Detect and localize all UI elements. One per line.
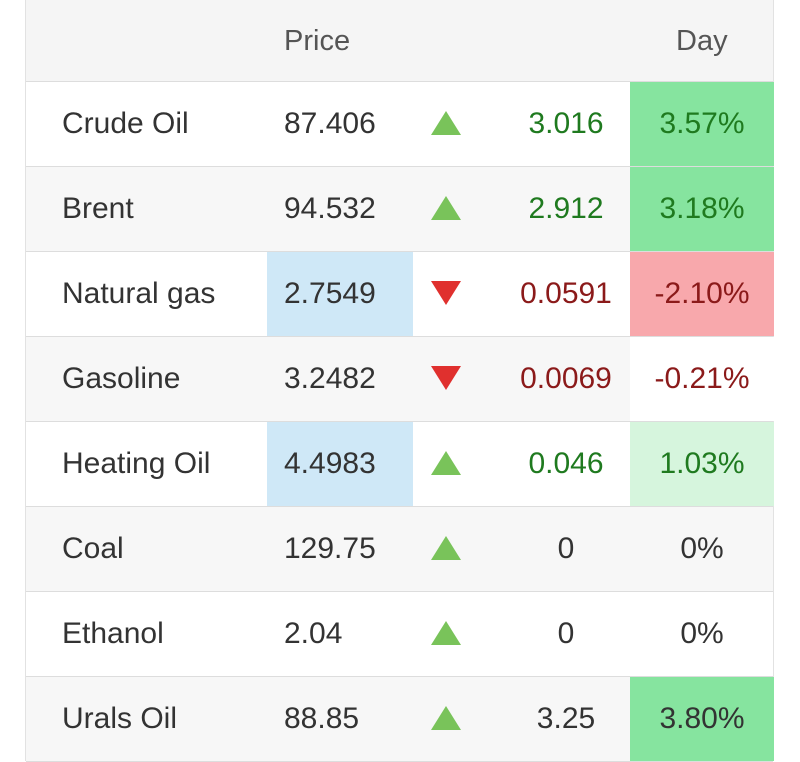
percent-change-background — [630, 82, 774, 166]
price-change: 0 — [557, 532, 575, 565]
price-change: 0.0069 — [520, 362, 612, 395]
commodity-price: 3.2482 — [284, 362, 376, 395]
price-change: 0 — [557, 617, 575, 650]
percent-change-background — [630, 337, 774, 421]
price-change: 3.016 — [528, 107, 604, 140]
commodity-price: 87.406 — [284, 107, 376, 140]
table-row[interactable]: Urals Oil 88.85 3.25 3.80% — [26, 677, 774, 762]
percent-change: 3.57% — [659, 107, 745, 140]
price-highlight — [267, 422, 413, 506]
table-row[interactable]: Heating Oil 4.4983 0.046 1.03% — [26, 422, 774, 507]
price-change: 0.046 — [528, 447, 604, 480]
commodity-name[interactable]: Brent — [62, 192, 134, 225]
price-change: 3.25 — [536, 702, 596, 735]
price-column-header[interactable]: Price — [284, 25, 351, 57]
commodity-price: 2.04 — [284, 617, 343, 650]
triangle-up-icon — [430, 619, 462, 647]
table-row[interactable]: Ethanol 2.04 0 0% — [26, 592, 773, 677]
percent-change-background — [630, 167, 774, 251]
percent-change: 3.18% — [659, 192, 745, 225]
table-row[interactable]: Gasoline 3.2482 0.0069 -0.21% — [26, 337, 774, 422]
commodity-name[interactable]: Natural gas — [62, 277, 216, 310]
percent-change: -0.21% — [654, 362, 750, 395]
percent-change: 3.80% — [659, 702, 745, 735]
price-change: 0.0591 — [520, 277, 612, 310]
triangle-up-icon — [430, 534, 462, 562]
percent-change: -2.10% — [654, 277, 750, 310]
table-row[interactable]: Crude Oil 87.406 3.016 3.57% — [26, 82, 774, 167]
commodity-name[interactable]: Heating Oil — [62, 447, 211, 480]
table-row[interactable]: Natural gas 2.7549 0.0591 -2.10% — [26, 252, 774, 337]
triangle-up-icon — [430, 704, 462, 732]
percent-change-background — [630, 252, 774, 336]
commodity-name[interactable]: Urals Oil — [62, 702, 178, 735]
commodity-price: 129.75 — [284, 532, 376, 565]
triangle-up-icon — [430, 449, 462, 477]
price-highlight — [267, 252, 413, 336]
commodity-name[interactable]: Coal — [62, 532, 124, 565]
commodity-name[interactable]: Crude Oil — [62, 107, 189, 140]
table-row[interactable]: Brent 94.532 2.912 3.18% — [26, 167, 774, 252]
percent-change: 0% — [680, 617, 724, 650]
triangle-up-icon — [430, 109, 462, 137]
commodities-table: Price Day Crude Oil 87.406 3.016 3.57% Brent… — [25, 0, 774, 762]
table-header: Price Day — [26, 0, 773, 82]
table-row[interactable]: Coal 129.75 0 0% — [26, 507, 773, 592]
triangle-down-icon — [430, 364, 462, 392]
triangle-down-icon — [430, 279, 462, 307]
commodity-price: 88.85 — [284, 702, 360, 735]
percent-change-background — [630, 677, 774, 761]
percent-change: 0% — [680, 532, 724, 565]
commodity-name[interactable]: Ethanol — [62, 617, 164, 650]
percent-change-background — [630, 422, 774, 506]
price-change: 2.912 — [528, 192, 604, 225]
commodity-price: 4.4983 — [284, 447, 376, 480]
commodity-price: 94.532 — [284, 192, 376, 225]
day-column-header[interactable]: Day — [676, 25, 728, 57]
commodity-name[interactable]: Gasoline — [62, 362, 181, 395]
triangle-up-icon — [430, 194, 462, 222]
commodity-price: 2.7549 — [284, 277, 376, 310]
percent-change: 1.03% — [659, 447, 745, 480]
